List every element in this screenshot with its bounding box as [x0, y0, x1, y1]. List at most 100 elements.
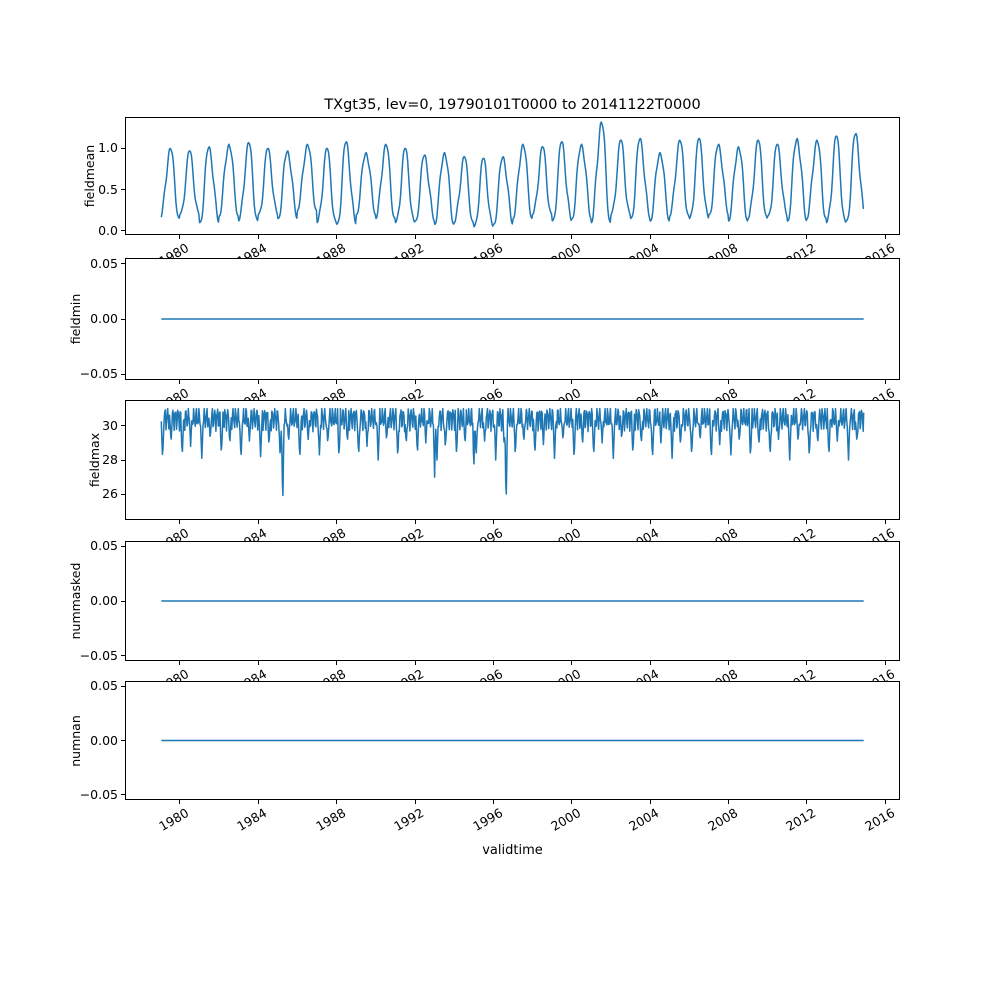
x-tick — [414, 235, 416, 239]
x-tick — [336, 235, 338, 239]
x-tick — [649, 661, 651, 665]
y-tick — [121, 425, 125, 427]
x-tick-label: 1992 — [391, 805, 427, 834]
y-tick-label: 0.00 — [90, 732, 118, 748]
y-tick — [121, 459, 125, 461]
y-tick — [121, 493, 125, 495]
x-tick — [884, 380, 886, 384]
x-tick — [414, 520, 416, 524]
x-tick — [649, 800, 651, 804]
x-tick — [336, 661, 338, 665]
x-tick — [257, 661, 259, 665]
x-tick — [336, 520, 338, 524]
x-tick-label: 1996 — [469, 805, 505, 834]
x-tick-label: 1988 — [313, 805, 349, 834]
x-tick — [806, 800, 808, 804]
x-tick — [649, 520, 651, 524]
y-tick — [121, 147, 125, 149]
x-tick — [728, 800, 730, 804]
x-tick — [649, 380, 651, 384]
x-tick — [728, 520, 730, 524]
y-tick — [121, 740, 125, 741]
fieldmean-ylabel: fieldmean — [82, 144, 97, 208]
fieldmax-plot — [160, 407, 865, 497]
y-tick — [121, 189, 125, 191]
x-tick — [884, 800, 886, 804]
y-tick — [121, 545, 125, 547]
y-tick-label: 0.0 — [98, 222, 118, 238]
x-tick — [884, 661, 886, 665]
y-tick-label: 0.05 — [90, 255, 118, 271]
x-tick — [492, 800, 494, 804]
x-tick — [806, 235, 808, 239]
x-tick — [257, 380, 259, 384]
y-tick-label: 1.0 — [98, 140, 118, 156]
y-tick-label: 0.5 — [98, 181, 118, 197]
chart-title: TXgt35, lev=0, 19790101T0000 to 20141122… — [324, 97, 701, 113]
x-tick — [884, 235, 886, 239]
y-tick — [121, 794, 125, 796]
numnan-plot — [161, 739, 864, 742]
x-tick — [179, 235, 181, 239]
y-tick — [121, 600, 125, 602]
x-tick — [492, 661, 494, 665]
x-axis-label: validtime — [482, 843, 543, 858]
numnan-ylabel: numnan — [68, 714, 83, 767]
x-tick — [414, 380, 416, 384]
x-tick — [257, 520, 259, 524]
x-tick-label: 2000 — [548, 805, 584, 834]
x-tick — [806, 520, 808, 524]
y-tick — [121, 373, 125, 375]
x-tick — [571, 380, 573, 384]
x-tick — [492, 235, 494, 239]
y-tick-label: 28 — [102, 452, 118, 467]
y-tick-label: 0.00 — [90, 311, 118, 326]
x-tick — [414, 661, 416, 665]
fieldmean-plot — [160, 121, 865, 228]
y-tick-label: 0.05 — [90, 678, 118, 694]
x-tick — [728, 235, 730, 239]
nummasked-plot — [161, 600, 864, 602]
x-tick — [806, 380, 808, 384]
y-tick-label: 0.00 — [90, 593, 118, 608]
x-tick — [571, 520, 573, 524]
fieldmin-ylabel: fieldmin — [68, 293, 83, 345]
x-tick — [571, 800, 573, 804]
x-tick — [257, 235, 259, 239]
x-tick — [179, 661, 181, 665]
y-tick-label: −0.05 — [79, 786, 118, 802]
x-tick — [179, 800, 181, 804]
x-tick — [649, 235, 651, 239]
x-tick-label: 1984 — [234, 805, 270, 834]
fieldmax-line — [160, 407, 865, 497]
x-tick — [728, 661, 730, 665]
fieldmean-line — [160, 121, 865, 228]
fieldmax-ylabel: fieldmax — [87, 432, 102, 488]
x-tick-label: 2004 — [626, 805, 662, 834]
y-tick-label: −0.05 — [79, 366, 118, 382]
x-tick — [571, 661, 573, 665]
y-tick — [121, 263, 125, 265]
x-tick-label: 2008 — [704, 805, 741, 834]
y-tick-label: 30 — [102, 417, 118, 433]
y-tick-label: 0.05 — [90, 538, 118, 554]
x-tick-label: 2016 — [861, 805, 897, 834]
y-tick — [121, 318, 125, 320]
fieldmin-plot — [161, 318, 864, 320]
x-tick — [179, 520, 181, 524]
y-tick-label: −0.05 — [79, 647, 118, 663]
x-tick-label: 2012 — [783, 805, 819, 834]
x-tick — [492, 520, 494, 524]
y-tick — [121, 685, 125, 687]
x-tick — [884, 520, 886, 524]
y-tick-label: 26 — [102, 486, 118, 502]
x-tick — [492, 380, 494, 384]
x-tick — [414, 800, 416, 804]
x-tick — [571, 235, 573, 239]
x-tick — [336, 380, 338, 384]
y-tick — [121, 655, 125, 657]
x-tick — [336, 800, 338, 804]
subplot-fieldmean-frame — [125, 117, 900, 235]
